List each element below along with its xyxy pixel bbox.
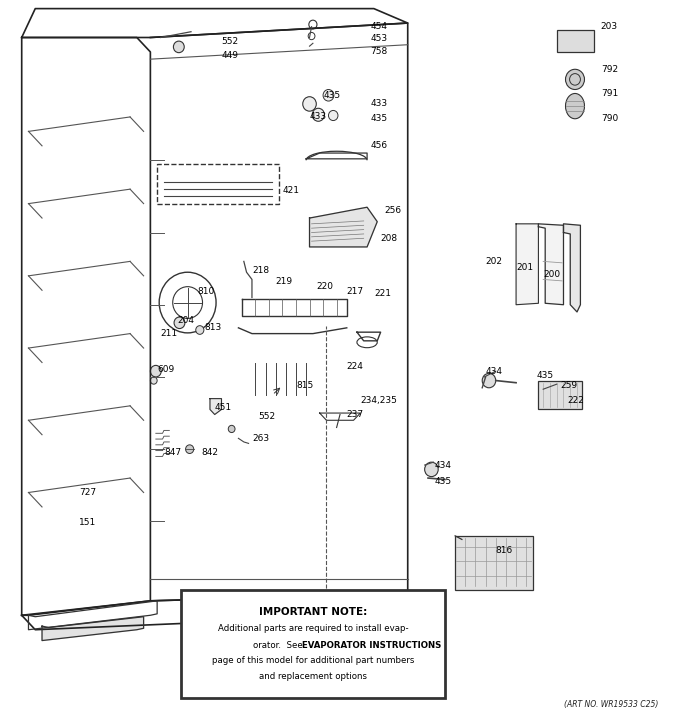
Bar [157, 164, 279, 204]
Circle shape [482, 373, 496, 388]
Circle shape [424, 462, 438, 476]
Text: 810: 810 [198, 287, 215, 297]
Text: 151: 151 [80, 518, 97, 527]
Circle shape [196, 326, 204, 334]
Text: 552: 552 [222, 36, 239, 46]
Text: 217: 217 [347, 287, 364, 297]
Bar [557, 30, 594, 52]
Text: 792: 792 [600, 65, 618, 74]
Text: 263: 263 [252, 434, 269, 443]
Text: 221: 221 [374, 289, 391, 299]
Text: 758: 758 [371, 47, 388, 57]
Polygon shape [516, 224, 539, 304]
Circle shape [174, 317, 185, 328]
Text: 234,235: 234,235 [360, 396, 397, 405]
Text: 203: 203 [600, 22, 618, 31]
Text: 727: 727 [80, 488, 97, 497]
Text: 421: 421 [282, 186, 299, 195]
Text: 609: 609 [157, 365, 174, 374]
Text: 435: 435 [323, 91, 340, 100]
Circle shape [566, 70, 585, 89]
Text: Additional parts are required to install evap-: Additional parts are required to install… [218, 624, 408, 633]
Circle shape [150, 377, 157, 384]
Text: 433: 433 [309, 112, 326, 122]
Circle shape [328, 110, 338, 120]
Text: 552: 552 [258, 413, 276, 421]
Text: 454: 454 [371, 22, 388, 31]
Text: EVAPORATOR INSTRUCTIONS: EVAPORATOR INSTRUCTIONS [302, 641, 441, 650]
Circle shape [228, 426, 235, 433]
Circle shape [303, 96, 316, 111]
Circle shape [312, 108, 324, 121]
Text: 256: 256 [384, 207, 401, 215]
Text: 815: 815 [296, 381, 313, 390]
Text: 202: 202 [486, 257, 503, 266]
Text: 201: 201 [516, 262, 533, 272]
Polygon shape [309, 207, 377, 247]
Text: 220: 220 [316, 282, 333, 291]
Text: 451: 451 [215, 403, 232, 412]
Text: (ART NO. WR19533 C25): (ART NO. WR19533 C25) [564, 700, 658, 709]
Text: and replacement options: and replacement options [259, 671, 367, 681]
Text: 435: 435 [537, 371, 554, 380]
Text: 842: 842 [201, 448, 218, 457]
Polygon shape [539, 224, 564, 304]
Text: 434: 434 [435, 460, 452, 470]
Bar [538, 381, 582, 410]
Text: 433: 433 [371, 99, 388, 109]
Text: 222: 222 [567, 396, 583, 405]
Text: 218: 218 [252, 265, 269, 275]
Text: 449: 449 [222, 51, 239, 60]
Text: 211: 211 [160, 329, 177, 338]
Text: 208: 208 [381, 233, 398, 243]
Text: IMPORTANT NOTE:: IMPORTANT NOTE: [259, 607, 367, 616]
Text: 813: 813 [205, 323, 222, 332]
FancyBboxPatch shape [181, 590, 445, 698]
Circle shape [186, 445, 194, 454]
Text: 790: 790 [600, 114, 618, 123]
Circle shape [323, 89, 334, 101]
Text: page of this model for additional part numbers: page of this model for additional part n… [211, 656, 414, 666]
Text: 435: 435 [435, 477, 452, 486]
Polygon shape [210, 399, 222, 415]
Circle shape [150, 365, 161, 377]
Text: 204: 204 [177, 316, 194, 325]
Text: 453: 453 [371, 35, 388, 44]
Text: 200: 200 [543, 270, 560, 279]
Ellipse shape [566, 94, 585, 119]
Text: 219: 219 [275, 277, 293, 286]
Bar [188, 597, 445, 698]
Text: orator.  See: orator. See [254, 641, 306, 650]
Bar [455, 536, 533, 590]
Text: 791: 791 [600, 89, 618, 99]
Text: 435: 435 [371, 114, 388, 123]
Polygon shape [564, 224, 581, 312]
Text: 816: 816 [496, 546, 513, 555]
Text: 259: 259 [560, 381, 577, 390]
Text: 224: 224 [347, 362, 364, 370]
Text: 456: 456 [371, 141, 388, 150]
Circle shape [173, 41, 184, 53]
Text: 847: 847 [164, 448, 181, 457]
Text: 237: 237 [347, 410, 364, 419]
Text: 434: 434 [486, 367, 503, 376]
Polygon shape [42, 617, 143, 641]
